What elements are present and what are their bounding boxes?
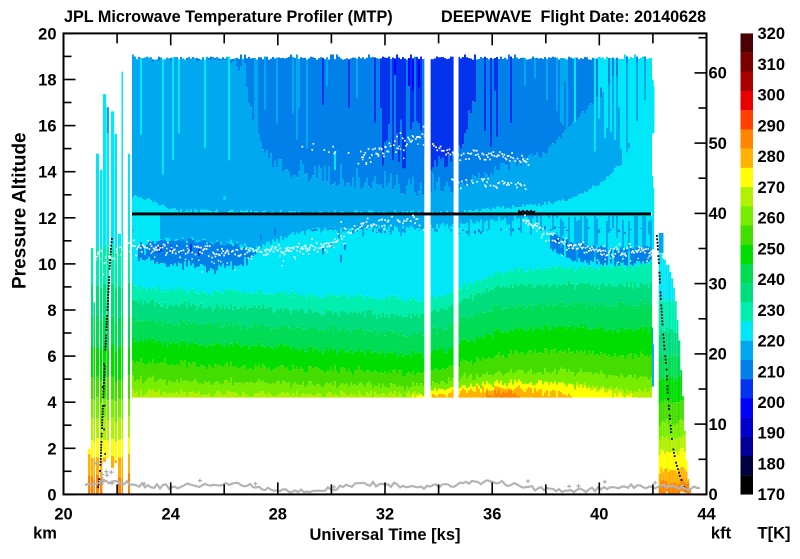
svg-text:220: 220 — [758, 333, 786, 351]
svg-text:T[K]: T[K] — [758, 525, 791, 543]
svg-text:0: 0 — [709, 486, 718, 504]
svg-text:32: 32 — [376, 506, 394, 524]
svg-text:DEEPWAVE Flight Date: 2014062: DEEPWAVE Flight Date: 20140628 — [441, 8, 706, 26]
svg-text:km: km — [33, 525, 57, 543]
svg-text:40: 40 — [590, 506, 608, 524]
svg-text:20: 20 — [709, 346, 727, 364]
svg-text:6: 6 — [47, 348, 56, 366]
svg-text:40: 40 — [709, 205, 727, 223]
svg-text:0: 0 — [47, 486, 56, 504]
svg-text:8: 8 — [47, 302, 56, 320]
svg-text:290: 290 — [758, 117, 786, 135]
svg-text:270: 270 — [758, 179, 786, 197]
svg-text:44: 44 — [697, 506, 716, 524]
svg-text:16: 16 — [38, 118, 56, 136]
svg-text:Pressure Altitude: Pressure Altitude — [10, 132, 31, 289]
svg-text:20: 20 — [54, 506, 72, 524]
svg-text:kft: kft — [711, 525, 732, 543]
svg-text:10: 10 — [38, 256, 56, 274]
svg-text:240: 240 — [758, 271, 786, 289]
svg-text:30: 30 — [709, 275, 727, 293]
svg-text:36: 36 — [483, 506, 501, 524]
svg-text:230: 230 — [758, 302, 786, 320]
svg-text:2: 2 — [47, 440, 56, 458]
svg-text:28: 28 — [269, 506, 287, 524]
svg-text:50: 50 — [709, 135, 727, 153]
svg-text:280: 280 — [758, 148, 786, 166]
svg-text:JPL Microwave Temperature Prof: JPL Microwave Temperature Profiler (MTP) — [64, 8, 393, 26]
svg-text:4: 4 — [47, 394, 57, 412]
svg-text:24: 24 — [162, 506, 181, 524]
svg-text:180: 180 — [758, 456, 786, 474]
svg-text:310: 310 — [758, 56, 786, 74]
svg-text:10: 10 — [709, 416, 727, 434]
svg-text:210: 210 — [758, 363, 786, 381]
svg-text:300: 300 — [758, 87, 786, 105]
svg-text:260: 260 — [758, 210, 786, 228]
svg-text:Universal Time [ks]: Universal Time [ks] — [309, 526, 460, 544]
svg-text:200: 200 — [758, 394, 786, 412]
svg-text:20: 20 — [38, 25, 56, 43]
svg-text:190: 190 — [758, 425, 786, 443]
svg-text:170: 170 — [758, 486, 786, 504]
svg-text:320: 320 — [758, 25, 786, 43]
svg-text:18: 18 — [38, 72, 56, 90]
svg-text:12: 12 — [38, 210, 56, 228]
svg-text:14: 14 — [38, 164, 57, 182]
svg-text:60: 60 — [709, 65, 727, 83]
svg-text:250: 250 — [758, 240, 786, 258]
